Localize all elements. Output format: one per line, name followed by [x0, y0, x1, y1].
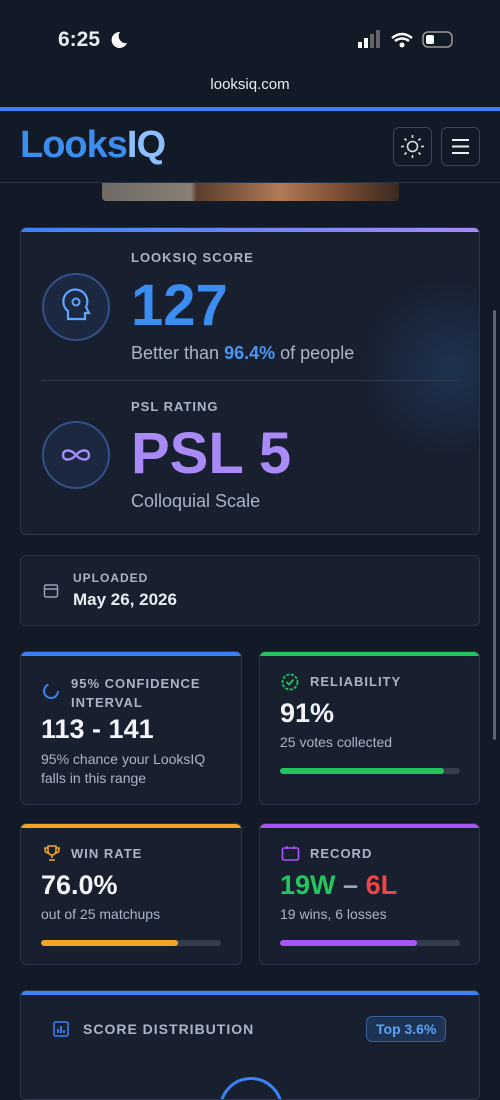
- card-accent: [260, 652, 479, 656]
- card-accent: [21, 652, 241, 656]
- progress-fill: [280, 768, 444, 774]
- trophy-icon: [44, 845, 60, 861]
- card-accent: [21, 824, 241, 828]
- logo[interactable]: LooksIQ: [20, 124, 166, 167]
- progress-track: [41, 940, 221, 946]
- win-rate-card: WIN RATE 76.0% out of 25 matchups: [20, 823, 242, 965]
- better-suffix: of people: [280, 343, 355, 363]
- calendar-icon: [43, 584, 59, 598]
- psl-label: PSL RATING: [131, 399, 219, 414]
- divider: [41, 380, 459, 381]
- distribution-label: SCORE DISTRIBUTION: [83, 1021, 255, 1037]
- photo: [102, 183, 399, 201]
- wins: 19W: [280, 870, 336, 900]
- losses: 6L: [365, 870, 398, 900]
- reliability-label: RELIABILITY: [310, 674, 402, 689]
- distribution-ring: [219, 1077, 283, 1099]
- top-badge: Top 3.6%: [366, 1016, 447, 1042]
- win-rate-value: 76.0%: [41, 870, 118, 900]
- scrollbar: [493, 310, 496, 740]
- win-rate-label: WIN RATE: [71, 846, 143, 861]
- separator: –: [343, 870, 359, 900]
- confidence-card: 95% CONFIDENCE INTERVAL 113 - 141 95% ch…: [20, 651, 242, 805]
- win-rate-caption: out of 25 matchups: [41, 906, 161, 922]
- reliability-caption: 25 votes collected: [280, 734, 393, 750]
- psl-caption: Colloquial Scale: [131, 491, 261, 511]
- infinity-icon: [42, 421, 110, 489]
- card-accent: [21, 228, 479, 232]
- distribution-card: SCORE DISTRIBUTION Top 3.6%: [20, 990, 480, 1100]
- ring-icon: [43, 683, 59, 699]
- uploaded-label: UPLOADED: [73, 571, 149, 585]
- brain-icon: [42, 273, 110, 341]
- card-accent: [21, 991, 479, 995]
- progress-track: [280, 768, 460, 774]
- record-caption: 19 wins, 6 losses: [280, 906, 387, 922]
- status-icons: [358, 30, 453, 48]
- uploaded-date: May 26, 2026: [73, 590, 177, 609]
- logo-main: Looks: [20, 124, 128, 166]
- better-prefix: Better than: [131, 343, 220, 363]
- header-accent: [0, 107, 500, 111]
- status-time: 6:25: [58, 28, 101, 51]
- score-label: LOOKSIQ SCORE: [131, 250, 254, 265]
- progress-fill: [280, 940, 417, 946]
- moon-icon: [111, 31, 127, 48]
- confidence-label: 95% CONFIDENCE INTERVAL: [71, 676, 201, 710]
- chart-icon: [53, 1021, 69, 1037]
- psl-value: PSL 5: [131, 421, 292, 486]
- uploaded-card: UPLOADED May 26, 2026: [20, 555, 480, 626]
- reliability-card: RELIABILITY 91% 25 votes collected: [259, 651, 480, 805]
- menu-icon: [452, 139, 469, 154]
- reliability-value: 91%: [280, 698, 335, 728]
- better-percent: 96.4%: [224, 343, 276, 363]
- better-than: Better than 96.4% of people: [131, 343, 354, 364]
- score-card: LOOKSIQ SCORE 127 Better than 96.4% of p…: [20, 227, 480, 535]
- progress-track: [280, 940, 460, 946]
- badge-icon: [281, 673, 299, 691]
- record-label: RECORD: [310, 846, 373, 861]
- logo-accent: IQ: [126, 124, 166, 166]
- score-value: 127: [131, 273, 228, 338]
- theme-toggle[interactable]: [393, 127, 432, 166]
- url[interactable]: looksiq.com: [210, 76, 290, 93]
- progress-fill: [41, 940, 178, 946]
- menu-button[interactable]: [441, 127, 480, 166]
- card-accent: [260, 824, 479, 828]
- confidence-value: 113 - 141: [41, 714, 154, 744]
- confidence-caption: 95% chance your LooksIQ falls in this ra…: [41, 751, 206, 786]
- record-value: 19W – 6L: [280, 870, 397, 901]
- header: [0, 111, 500, 183]
- record-card: RECORD 19W – 6L 19 wins, 6 losses: [259, 823, 480, 965]
- sun-icon: [401, 135, 424, 158]
- scoreboard-icon: [281, 846, 300, 861]
